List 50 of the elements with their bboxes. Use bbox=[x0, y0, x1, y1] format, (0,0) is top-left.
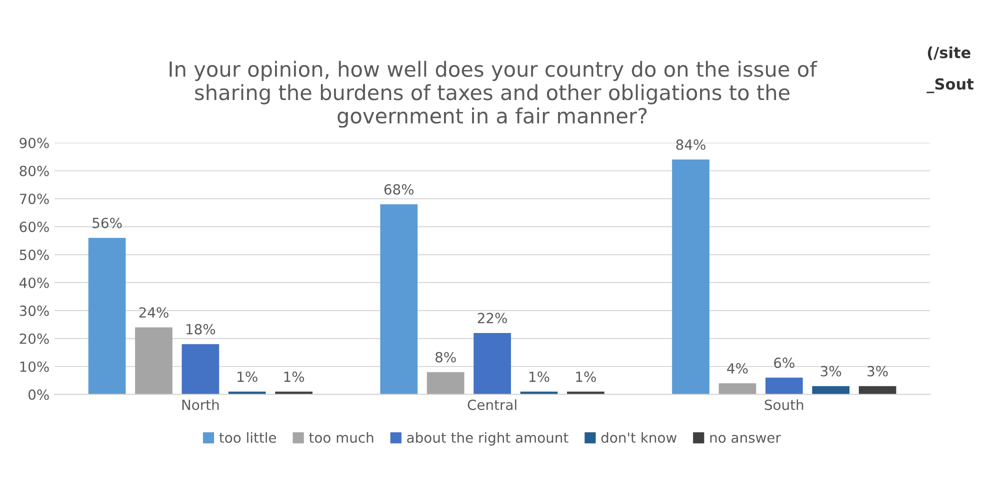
bar bbox=[380, 204, 418, 394]
bar bbox=[812, 386, 850, 394]
y-tick-label: 40% bbox=[19, 278, 49, 288]
legend-label: too much bbox=[309, 432, 374, 443]
data-label: 18% bbox=[186, 324, 216, 334]
data-label: 8% bbox=[436, 352, 456, 362]
bar bbox=[765, 378, 803, 394]
y-tick-label: 0% bbox=[28, 389, 49, 400]
data-label: 84% bbox=[676, 139, 706, 150]
legend-label: about the right amount bbox=[407, 432, 568, 446]
bar bbox=[135, 327, 172, 394]
legend-label: don't know bbox=[601, 432, 676, 443]
bar bbox=[718, 383, 756, 394]
data-label: 1% bbox=[576, 372, 596, 382]
bar bbox=[182, 344, 220, 394]
chart-title: In your opinion, how well does your country do on the issue of sharing the burdens of taxes and other obligations to the government in a fair manner? bbox=[170, 60, 818, 128]
data-label: 4% bbox=[727, 363, 748, 374]
bar bbox=[566, 392, 604, 394]
data-label: 24% bbox=[139, 307, 168, 318]
bar bbox=[858, 386, 896, 394]
y-tick-label: 10% bbox=[20, 361, 49, 372]
data-label: 3% bbox=[868, 366, 888, 376]
legend-label: no answer bbox=[710, 434, 781, 443]
x-tick-label: Central bbox=[468, 399, 516, 410]
text: _Sout bbox=[926, 78, 974, 94]
data-label: 1% bbox=[238, 372, 258, 382]
y-tick-label: 30% bbox=[20, 306, 49, 316]
y-tick-label: 20% bbox=[20, 334, 49, 344]
y-tick-label: 80% bbox=[20, 166, 49, 176]
bar bbox=[228, 392, 266, 394]
data-label: 3% bbox=[820, 366, 842, 376]
data-label: 6% bbox=[774, 358, 794, 368]
data-label: 1% bbox=[284, 372, 304, 382]
bar bbox=[672, 160, 710, 394]
bar bbox=[426, 372, 464, 394]
y-tick-label: 70% bbox=[20, 194, 49, 204]
bar bbox=[275, 392, 312, 394]
y-tick-label: 90% bbox=[20, 138, 49, 148]
data-label: 68% bbox=[384, 184, 414, 195]
y-tick-label: 60% bbox=[20, 222, 49, 232]
x-tick-label: North bbox=[182, 399, 219, 410]
bar bbox=[88, 238, 126, 394]
text: (/site bbox=[928, 46, 970, 60]
data-label: 1% bbox=[529, 372, 550, 382]
legend-label: too little bbox=[219, 432, 276, 443]
x-tick-label: South bbox=[764, 399, 804, 410]
y-tick-label: 50% bbox=[20, 250, 49, 260]
data-label: 56% bbox=[92, 218, 122, 228]
bar bbox=[474, 332, 511, 394]
data-label: 22% bbox=[478, 312, 507, 324]
